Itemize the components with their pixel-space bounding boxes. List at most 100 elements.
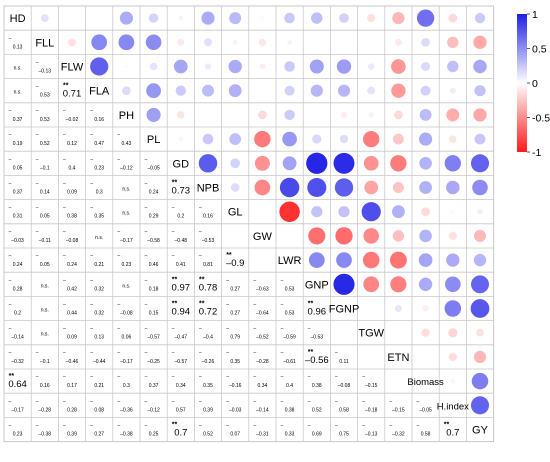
significance-marker: – bbox=[281, 350, 284, 356]
correlation-circle bbox=[308, 252, 325, 268]
colorbar: 1 0.5 0 -0.5 -1 bbox=[517, 9, 550, 159]
correlation-circle bbox=[338, 206, 350, 218]
correlation-circle bbox=[363, 130, 380, 148]
correlation-value: 0.52 bbox=[203, 432, 213, 438]
correlation-circle bbox=[390, 276, 407, 293]
correlation-value: 0.37 bbox=[13, 190, 23, 196]
significance-marker: – bbox=[172, 253, 175, 259]
correlation-circle bbox=[421, 328, 430, 337]
correlation-circle bbox=[282, 156, 297, 171]
correlation-value: 0.24 bbox=[13, 262, 23, 268]
correlation-value: 0.21 bbox=[94, 262, 104, 268]
correlation-value: 0.08 bbox=[94, 407, 104, 413]
significance-marker: – bbox=[335, 423, 338, 429]
correlation-circle bbox=[447, 60, 459, 73]
correlation-circle bbox=[422, 305, 429, 312]
correlation-circle bbox=[311, 206, 323, 218]
correlation-circle bbox=[444, 300, 462, 317]
correlation-value: 0.24 bbox=[67, 262, 77, 268]
correlation-value: 0.37 bbox=[149, 383, 159, 389]
correlation-value: 0.05 bbox=[13, 165, 23, 171]
correlation-circle bbox=[418, 253, 433, 267]
significance-marker: – bbox=[36, 423, 39, 429]
correlation-value: –0.16 bbox=[229, 383, 242, 389]
correlation-circle bbox=[91, 34, 108, 51]
correlation-circle bbox=[284, 109, 295, 121]
correlation-circle bbox=[198, 154, 218, 173]
significance-marker: ** bbox=[199, 276, 205, 283]
correlation-value: 0.21 bbox=[94, 383, 104, 389]
correlation-value: 0.96 bbox=[308, 307, 327, 318]
correlation-value: –0.11 bbox=[39, 238, 51, 244]
correlation-value: 0.58 bbox=[339, 407, 349, 413]
correlation-circle bbox=[178, 15, 184, 21]
correlation-value: 0.05 bbox=[40, 262, 50, 268]
significance-marker: – bbox=[253, 302, 256, 308]
colorbar-tick-label: 0 bbox=[532, 78, 538, 90]
correlation-value: 0.16 bbox=[94, 117, 104, 123]
significance-marker: – bbox=[199, 326, 202, 332]
correlation-value: –0.05 bbox=[147, 165, 160, 171]
correlation-value: 0.52 bbox=[40, 141, 50, 147]
correlation-value: 0.24 bbox=[149, 190, 159, 196]
correlation-circle bbox=[472, 179, 488, 196]
significance-marker: – bbox=[117, 132, 120, 138]
correlation-value: 0.09 bbox=[67, 335, 77, 341]
significance-marker: – bbox=[36, 374, 39, 380]
correlation-circle bbox=[361, 202, 381, 222]
correlation-value: 0.38 bbox=[67, 214, 77, 220]
correlation-circle bbox=[343, 41, 345, 44]
significance-marker: – bbox=[145, 374, 148, 380]
correlation-value: n.s. bbox=[122, 211, 130, 217]
significance-marker: – bbox=[172, 374, 175, 380]
correlation-circle bbox=[284, 12, 295, 24]
correlation-circle bbox=[178, 136, 184, 142]
significance-marker: – bbox=[117, 302, 120, 308]
correlation-circle bbox=[391, 59, 406, 74]
correlation-circle bbox=[118, 34, 135, 51]
correlation-circle bbox=[473, 229, 487, 242]
correlation-value: 0.19 bbox=[13, 141, 23, 147]
significance-marker: – bbox=[226, 374, 229, 380]
correlation-circle bbox=[389, 251, 407, 269]
correlation-value: –0.17 bbox=[11, 407, 24, 413]
significance-marker: – bbox=[226, 326, 229, 332]
significance-marker: – bbox=[281, 374, 284, 380]
correlation-value: n.s. bbox=[14, 90, 22, 96]
significance-marker: – bbox=[90, 181, 93, 187]
correlation-value: 0.16 bbox=[40, 383, 50, 389]
correlation-value: 0.35 bbox=[94, 214, 104, 220]
diagonal-label-flw: FLW bbox=[61, 62, 84, 74]
significance-marker: – bbox=[253, 374, 256, 380]
correlation-value: –0.47 bbox=[175, 335, 188, 341]
correlation-value: –0.4 bbox=[203, 335, 213, 341]
correlation-circle bbox=[254, 155, 270, 171]
correlation-value: –0.13 bbox=[365, 432, 378, 438]
significance-marker: – bbox=[36, 350, 39, 356]
correlation-value: –0.48 bbox=[175, 238, 188, 244]
correlation-value: 0.11 bbox=[339, 359, 349, 365]
correlation-value: n.s. bbox=[41, 332, 49, 338]
significance-marker: – bbox=[9, 205, 12, 211]
correlation-circle bbox=[279, 177, 300, 198]
significance-marker: – bbox=[362, 423, 365, 429]
significance-marker: – bbox=[281, 277, 284, 283]
correlation-value: 0.12 bbox=[67, 141, 77, 147]
colorbar-tick-label: 1 bbox=[532, 9, 538, 21]
significance-marker: – bbox=[117, 229, 120, 235]
correlation-circle bbox=[287, 39, 293, 45]
correlation-value: –0.53 bbox=[202, 238, 215, 244]
significance-marker: ** bbox=[172, 276, 178, 283]
significance-marker: – bbox=[63, 229, 66, 235]
correlation-value: 0.15 bbox=[149, 311, 159, 317]
correlation-value: –0.08 bbox=[120, 311, 133, 317]
correlation-value: 0.38 bbox=[285, 407, 295, 413]
significance-marker: – bbox=[36, 132, 39, 138]
significance-marker: – bbox=[226, 302, 229, 308]
correlation-value: –0.57 bbox=[175, 359, 188, 365]
significance-marker: – bbox=[63, 326, 66, 332]
correlation-value: –0.63 bbox=[256, 286, 269, 292]
correlation-circle bbox=[450, 209, 455, 214]
significance-marker: – bbox=[253, 277, 256, 283]
correlation-value: 0.3 bbox=[123, 383, 130, 389]
